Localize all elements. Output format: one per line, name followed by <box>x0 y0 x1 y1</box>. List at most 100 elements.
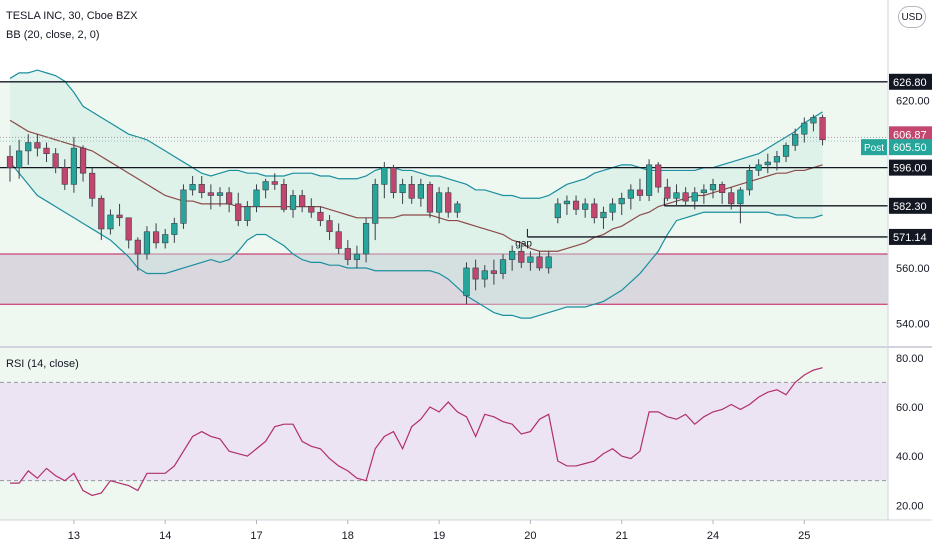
candle-body <box>454 203 461 213</box>
candle-body <box>317 211 324 221</box>
candle-body <box>326 220 333 233</box>
candle-body <box>509 250 516 260</box>
rsi-tick-label: 60.00 <box>896 402 924 414</box>
candle-body <box>189 184 196 191</box>
candle-body <box>235 203 242 221</box>
candle-body <box>207 192 214 196</box>
candle-body <box>445 192 452 213</box>
rsi-indicator-label[interactable]: RSI (14, close) <box>6 358 79 370</box>
candle-body <box>98 197 105 230</box>
currency-button[interactable]: USD <box>898 6 926 28</box>
candle-body <box>52 153 59 168</box>
horizontal-levels[interactable] <box>0 81 888 238</box>
candle-body <box>545 256 552 269</box>
price-badge-text-606.87: 606.87 <box>893 129 927 141</box>
candle-body <box>645 164 653 196</box>
candle-body <box>134 239 141 255</box>
candle-body <box>116 214 123 219</box>
candle-body <box>253 189 260 207</box>
candle-body <box>600 211 607 219</box>
candle-body <box>89 172 96 199</box>
rsi-tick-label: 40.00 <box>896 451 924 463</box>
candle-body <box>353 253 361 260</box>
candle-body <box>436 192 443 213</box>
candle-body <box>107 214 114 230</box>
price-badge-605.50 <box>889 139 932 156</box>
bb-lower-line <box>9 161 823 319</box>
time-tick-label: 14 <box>159 530 171 542</box>
rsi-tick-label: 20.00 <box>896 500 924 512</box>
level-badge-582.30 <box>889 197 932 214</box>
time-tick-label: 13 <box>68 530 80 542</box>
candle-body <box>381 167 388 185</box>
candle-body <box>308 206 315 213</box>
time-tick-label: 21 <box>616 530 628 542</box>
price-tick-label: 620.00 <box>896 96 930 108</box>
candle-body <box>417 184 424 199</box>
candle-body <box>299 195 306 207</box>
level-badge-text-571.14: 571.14 <box>893 232 927 244</box>
candle-body <box>390 167 397 194</box>
candle-body <box>801 122 808 135</box>
time-tick-label: 18 <box>342 530 354 542</box>
candle-body <box>289 195 297 210</box>
bb-upper-line <box>9 69 823 199</box>
candle-body <box>70 147 78 185</box>
time-tick-label: 19 <box>433 530 445 542</box>
candle-body <box>673 192 680 199</box>
time-axis-bg <box>0 520 932 550</box>
level-badge-text-596.00: 596.00 <box>893 163 927 175</box>
candle-body <box>792 133 799 146</box>
price-tick-label: 540.00 <box>896 319 930 331</box>
bb-indicator-label[interactable]: BB (20, close, 2, 0) <box>6 29 100 41</box>
candle-body <box>810 117 817 124</box>
level-badge-571.14 <box>889 228 932 245</box>
candle-body <box>746 170 753 191</box>
candle-body <box>609 203 616 213</box>
rsi-band-fill <box>0 382 888 481</box>
candle-body <box>362 223 370 255</box>
symbol-title[interactable]: TESLA INC, 30, Cboe BZX <box>6 10 138 22</box>
candle-body <box>782 145 790 157</box>
rsi-pane: 80.00 60.00 40.00 20.00 <box>0 348 924 520</box>
candle-body <box>691 192 698 202</box>
rsi-tick-label: 80.00 <box>896 353 924 365</box>
candle-body <box>152 231 160 244</box>
candle-body <box>6 156 14 168</box>
price-badge-text-605.50: 605.50 <box>893 142 927 154</box>
candle-body <box>682 192 689 202</box>
gap-annotation: gap <box>515 238 532 249</box>
candle-body <box>125 217 132 241</box>
candle-body <box>226 192 233 205</box>
candle-body <box>700 189 707 194</box>
chart-backgrounds <box>0 0 888 346</box>
candle-body <box>490 270 497 274</box>
candle-body <box>143 231 151 255</box>
candle-body <box>198 184 205 194</box>
post-tag-text: Post <box>864 143 884 154</box>
level-badge-text-626.80: 626.80 <box>893 77 927 89</box>
level-badge-626.80 <box>889 73 932 90</box>
candle-body <box>572 200 580 210</box>
candle-body <box>180 189 187 224</box>
candlesticks: gap <box>6 114 826 305</box>
level-badge-596.00 <box>889 159 932 176</box>
candle-body <box>61 167 68 185</box>
candle-body <box>709 184 717 191</box>
candle-body <box>499 259 507 274</box>
candle-body <box>755 164 762 171</box>
candle-body <box>335 231 342 249</box>
candle-body <box>664 186 671 199</box>
candle-body <box>280 184 288 210</box>
bb-fill <box>10 70 823 319</box>
candle-body <box>271 181 278 185</box>
candle-body <box>627 189 634 199</box>
candle-body <box>372 184 379 224</box>
candle-body <box>819 117 826 141</box>
candle-body <box>536 256 543 269</box>
candle-body <box>34 142 41 149</box>
post-tag-badge <box>861 139 887 156</box>
candle-body <box>463 267 470 297</box>
